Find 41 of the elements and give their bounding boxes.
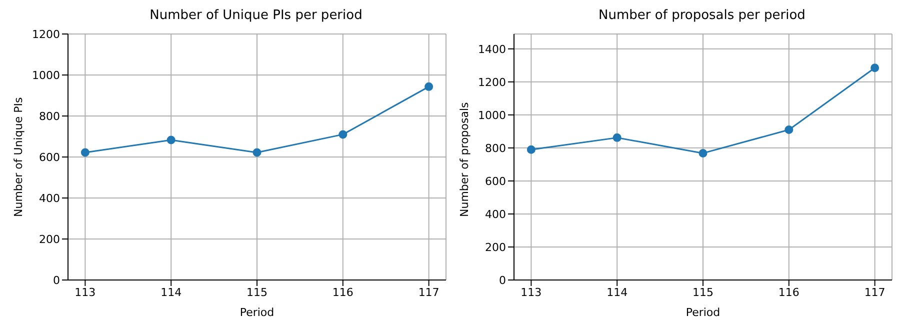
chart-title: Number of Unique PIs per period <box>148 8 364 25</box>
x-tick-label: 117 <box>418 286 440 299</box>
point <box>166 136 176 144</box>
y-tick-label: 400 <box>485 208 506 221</box>
point <box>424 82 434 91</box>
y-tick-label: 600 <box>485 174 506 188</box>
y-axis-title: Number of proposals <box>458 102 471 217</box>
y-tick-label: 1000 <box>32 68 60 82</box>
x-tick-label: 113 <box>520 286 542 299</box>
y-tick-label: 800 <box>485 142 506 155</box>
chart-title: Number of proposals per period <box>598 8 806 25</box>
y-tick-label: 0 <box>53 274 60 287</box>
x-tick-label: 115 <box>692 286 714 299</box>
x-tick-label: 116 <box>332 286 354 299</box>
y-tick-label: 800 <box>39 110 60 123</box>
point <box>80 148 90 157</box>
y-tick-label: 200 <box>485 240 506 254</box>
y-tick-label: 0 <box>499 274 506 287</box>
point <box>338 130 348 139</box>
y-axis-title: Number of Unique PIs <box>12 97 25 217</box>
x-tick-label: 115 <box>246 286 268 299</box>
y-tick-label: 400 <box>39 192 60 205</box>
point <box>612 133 622 142</box>
y-tick-label: 600 <box>39 150 60 164</box>
point <box>698 148 708 158</box>
y-tick-label: 1200 <box>32 28 60 41</box>
y-tick-label: 1200 <box>478 76 506 89</box>
y-tick-label: 1000 <box>478 108 506 122</box>
point <box>252 148 262 157</box>
x-tick-label: 117 <box>864 286 886 299</box>
point <box>870 64 880 72</box>
y-tick-label: 200 <box>39 232 60 246</box>
x-tick-label: 114 <box>606 286 628 299</box>
x-tick-label: 113 <box>74 286 96 299</box>
x-tick-label: 114 <box>160 286 182 299</box>
x-tick-label: 116 <box>778 286 800 299</box>
point <box>784 126 794 134</box>
y-tick-label: 1400 <box>478 42 506 56</box>
point <box>526 145 536 154</box>
x-axis-title: Period <box>240 306 274 319</box>
x-axis-title: Period <box>686 306 720 319</box>
